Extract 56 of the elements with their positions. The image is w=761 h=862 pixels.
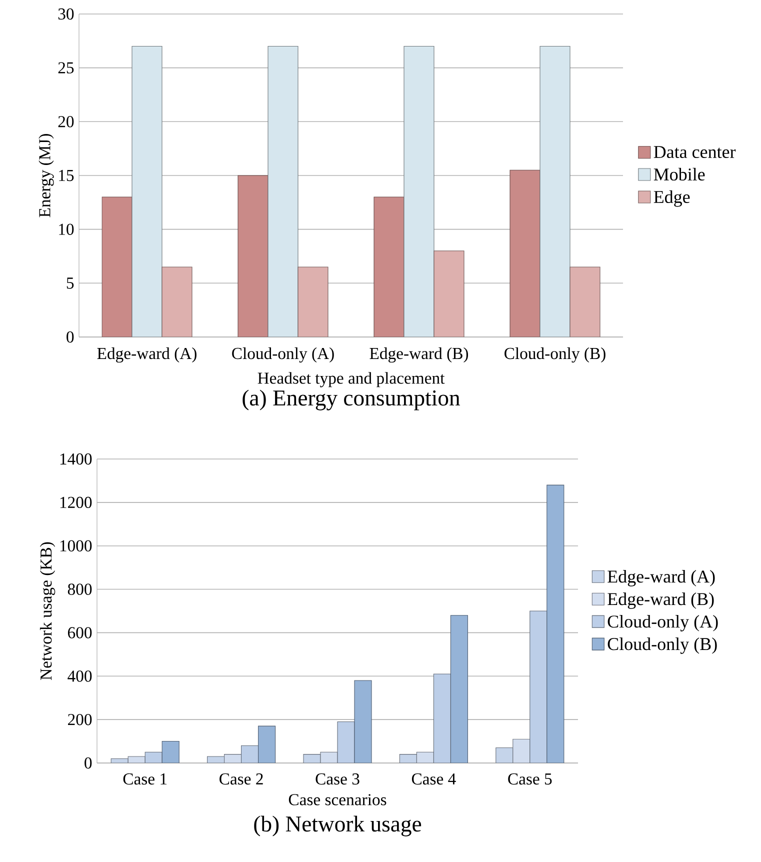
bar xyxy=(374,196,404,337)
y-tick-label: 800 xyxy=(68,584,92,595)
bar xyxy=(298,266,328,337)
x-tick-label: Case 1 xyxy=(123,773,167,785)
y-axis-title: Energy (MJ) xyxy=(38,134,54,218)
y-tick-label: 200 xyxy=(68,714,92,726)
y-tick-label: 15 xyxy=(59,170,74,182)
x-tick-label: Cloud-only (A) xyxy=(232,347,334,363)
legend-label: Data center xyxy=(654,146,736,158)
legend-label: Cloud-only (A) xyxy=(608,615,718,632)
bar xyxy=(354,680,372,763)
y-tick-label: 10 xyxy=(59,224,74,235)
x-tick-label: Edge-ward (B) xyxy=(370,347,468,363)
y-tick-label: 1400 xyxy=(60,453,92,465)
y-tick-label: 25 xyxy=(58,62,74,74)
x-tick-label: Case 4 xyxy=(412,773,456,785)
legend-label: Edge-ward (B) xyxy=(608,592,714,609)
x-tick-label: Case 5 xyxy=(508,773,552,785)
legend-label: Cloud-only (B) xyxy=(608,637,717,654)
y-tick-label: 1200 xyxy=(60,496,92,508)
text: (a) Energy consumption xyxy=(242,390,460,410)
y-tick-label: 1000 xyxy=(60,540,92,552)
y-tick-label: 5 xyxy=(66,278,74,289)
x-tick-label: Case 2 xyxy=(220,773,263,785)
bar xyxy=(510,170,540,337)
bar xyxy=(162,741,180,763)
y-tick-label: 0 xyxy=(84,757,92,769)
bar xyxy=(496,748,514,763)
x-tick-label: Cloud-only (B) xyxy=(504,347,606,363)
legend-label: Edge xyxy=(654,190,690,207)
bar xyxy=(162,266,192,337)
x-axis-title: Case scenarios xyxy=(288,794,386,806)
x-tick-label: Edge-ward (A) xyxy=(97,347,196,363)
y-tick-label: 20 xyxy=(58,116,74,128)
x-axis-title: Headset type and placement xyxy=(258,372,445,388)
text: (b) Network usage xyxy=(254,816,422,836)
legend-label: Edge-ward (A) xyxy=(608,570,715,586)
bar xyxy=(570,266,600,337)
bar xyxy=(404,46,434,337)
bar xyxy=(434,250,464,337)
y-tick-label: 400 xyxy=(68,670,92,682)
bar xyxy=(512,738,530,763)
bar xyxy=(102,196,132,337)
y-tick-label: 600 xyxy=(68,627,92,638)
bar xyxy=(132,46,162,337)
y-axis-title: Network usage (KB) xyxy=(40,542,56,680)
bar xyxy=(540,46,570,337)
y-tick-label: 0 xyxy=(66,331,74,343)
bar xyxy=(450,615,468,763)
bar xyxy=(258,726,276,763)
legend-label: Mobile xyxy=(654,168,705,181)
y-tick-label: 30 xyxy=(58,8,74,20)
bar xyxy=(546,484,564,763)
x-tick-label: Case 3 xyxy=(316,773,360,785)
bar xyxy=(268,46,298,337)
bar xyxy=(238,175,268,337)
